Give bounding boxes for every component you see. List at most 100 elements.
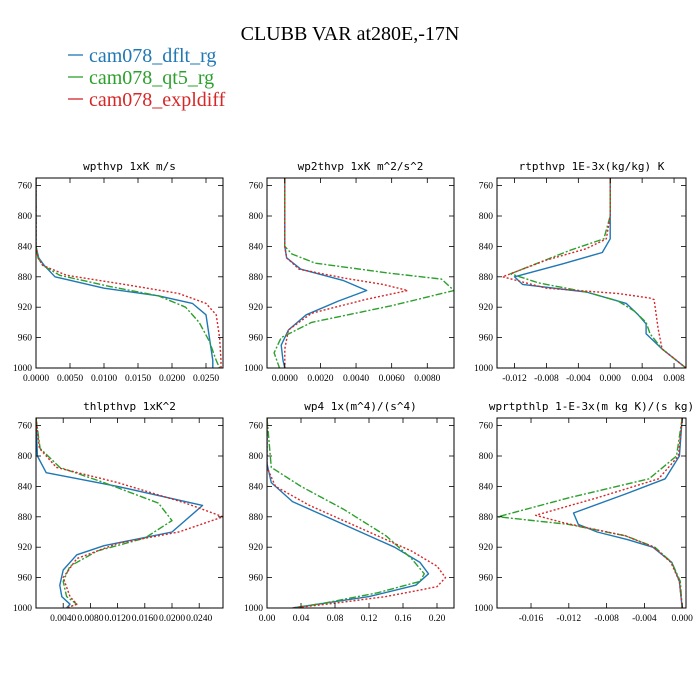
x-tick-label: 0.0040 xyxy=(50,614,76,624)
y-tick-label: 760 xyxy=(18,422,33,432)
y-tick-label: 920 xyxy=(18,543,33,553)
x-tick-label: 0.0150 xyxy=(125,374,151,384)
y-tick-label: 1000 xyxy=(244,604,263,614)
series-line-cam078_expldiff xyxy=(284,178,409,368)
y-tick-label: 800 xyxy=(479,452,494,462)
plot-frame xyxy=(35,177,224,369)
series-line-cam078_expldiff xyxy=(535,418,683,608)
y-tick-label: 840 xyxy=(479,482,494,492)
y-tick-label: 1000 xyxy=(244,364,263,374)
panel-title: rtpthvp 1E-3x(kg/kg) K xyxy=(519,160,665,173)
panel-wpthvp: wpthvp 1xK m/s76080084088092096010000.00… xyxy=(13,160,224,384)
y-tick-label: 800 xyxy=(249,212,264,222)
x-tick-label: 0.00 xyxy=(259,614,276,624)
y-tick-label: 960 xyxy=(479,574,494,584)
x-tick-label: -0.012 xyxy=(502,374,527,384)
series-line-cam078_dflt_rg xyxy=(267,418,430,608)
legend-label: cam078_dflt_rg xyxy=(89,45,216,67)
y-tick-label: 960 xyxy=(18,574,33,584)
series-group xyxy=(36,418,223,608)
y-tick-label: 880 xyxy=(249,513,264,523)
series-line-cam078_dflt_rg xyxy=(36,418,204,608)
series-group xyxy=(497,418,683,608)
series-line-cam078_dflt_rg xyxy=(36,178,214,368)
series-line-cam078_qt5_rg xyxy=(267,418,425,608)
x-tick-label: 0.0020 xyxy=(307,374,333,384)
series-line-cam078_expldiff xyxy=(36,178,222,368)
series-line-cam078_qt5_rg xyxy=(273,178,454,368)
x-tick-label: 0.0120 xyxy=(105,614,131,624)
y-tick-label: 920 xyxy=(479,303,494,313)
y-tick-label: 880 xyxy=(479,273,494,283)
y-tick-label: 920 xyxy=(249,303,264,313)
legend-item-expldiff: cam078_expldiff xyxy=(68,89,226,111)
y-tick-label: 1000 xyxy=(474,364,493,374)
y-tick-label: 1000 xyxy=(13,364,32,374)
y-tick-label: 840 xyxy=(18,482,33,492)
series-line-cam078_qt5_rg xyxy=(36,418,173,608)
series-line-cam078_expldiff xyxy=(501,178,686,368)
x-tick-label: 0.0080 xyxy=(77,614,103,624)
panel-title: wpthvp 1xK m/s xyxy=(83,160,176,173)
legend-item-dflt: cam078_dflt_rg xyxy=(68,45,216,67)
series-line-cam078_qt5_rg xyxy=(36,178,221,368)
panel-rtpthvp: rtpthvp 1E-3x(kg/kg) K 760 800 840 880 920 960… xyxy=(474,160,687,384)
series-line-cam078_dflt_rg xyxy=(280,178,368,368)
x-tick-label: 0.0000 xyxy=(23,374,49,384)
x-tick-label: 0.004 xyxy=(631,374,653,384)
x-tick-label: 0.000 xyxy=(672,614,694,624)
series-line-cam078_expldiff xyxy=(267,418,447,608)
legend: cam078_dflt_rg cam078_qt5_rg cam078_expl… xyxy=(68,45,226,111)
y-tick-label: 1000 xyxy=(13,604,32,614)
y-tick-label: 840 xyxy=(249,482,264,492)
y-tick-label: 840 xyxy=(18,242,33,252)
series-group xyxy=(36,178,222,368)
plot-frame xyxy=(496,177,687,369)
y-tick-label: 760 xyxy=(249,422,264,432)
x-tick-label: 0.0100 xyxy=(91,374,117,384)
plot-frame xyxy=(266,417,455,609)
x-tick-label: 0.20 xyxy=(429,614,446,624)
x-tick-label: 0.008 xyxy=(663,374,685,384)
x-tick-label: 0.0060 xyxy=(379,374,405,384)
y-tick-label: 760 xyxy=(479,422,494,432)
figure-title: CLUBB VAR at280E,-17N xyxy=(241,23,460,45)
y-tick-label: 800 xyxy=(18,452,33,462)
y-tick-label: 800 xyxy=(18,212,33,222)
x-tick-label: 0.0000 xyxy=(272,374,298,384)
x-tick-label: -0.012 xyxy=(557,614,582,624)
x-tick-label: -0.016 xyxy=(519,614,544,624)
series-line-cam078_qt5_rg xyxy=(497,418,683,608)
x-tick-label: 0.12 xyxy=(361,614,378,624)
x-tick-label: 0.0080 xyxy=(414,374,440,384)
y-tick-label: 960 xyxy=(249,574,264,584)
x-tick-label: 0.08 xyxy=(327,614,344,624)
x-tick-label: 0.0250 xyxy=(193,374,219,384)
panel-thlpthvp: thlpthvp 1xK^2 760 800 840 880 920 960 1000 0.00… xyxy=(13,400,224,624)
series-group xyxy=(273,178,454,368)
y-tick-label: 920 xyxy=(18,303,33,313)
y-tick-label: 800 xyxy=(479,212,494,222)
y-tick-label: 880 xyxy=(18,273,33,283)
panel-title: wprtpthlp 1-E-3x(m kg K)/(s kg) xyxy=(489,400,694,413)
plot-frame xyxy=(496,417,687,609)
y-tick-label: 920 xyxy=(249,543,264,553)
legend-label: cam078_qt5_rg xyxy=(89,67,214,89)
x-tick-label: -0.008 xyxy=(534,374,559,384)
plot-frame xyxy=(35,417,224,609)
y-tick-label: 760 xyxy=(18,182,33,192)
plot-frame xyxy=(266,177,455,369)
x-tick-label: 0.0160 xyxy=(132,614,158,624)
x-tick-label: 0.0200 xyxy=(159,374,185,384)
series-line-cam078_dflt_rg xyxy=(572,418,683,608)
x-tick-label: -0.008 xyxy=(594,614,619,624)
y-tick-label: 1000 xyxy=(474,604,493,614)
x-tick-label: -0.004 xyxy=(632,614,657,624)
panel-title: wp4 1x(m^4)/(s^4) xyxy=(304,400,417,413)
y-tick-label: 760 xyxy=(479,182,494,192)
y-tick-label: 920 xyxy=(479,543,494,553)
y-tick-label: 800 xyxy=(249,452,264,462)
x-tick-label: 0.0050 xyxy=(57,374,83,384)
legend-item-qt5: cam078_qt5_rg xyxy=(68,67,214,89)
y-tick-label: 880 xyxy=(18,513,33,523)
